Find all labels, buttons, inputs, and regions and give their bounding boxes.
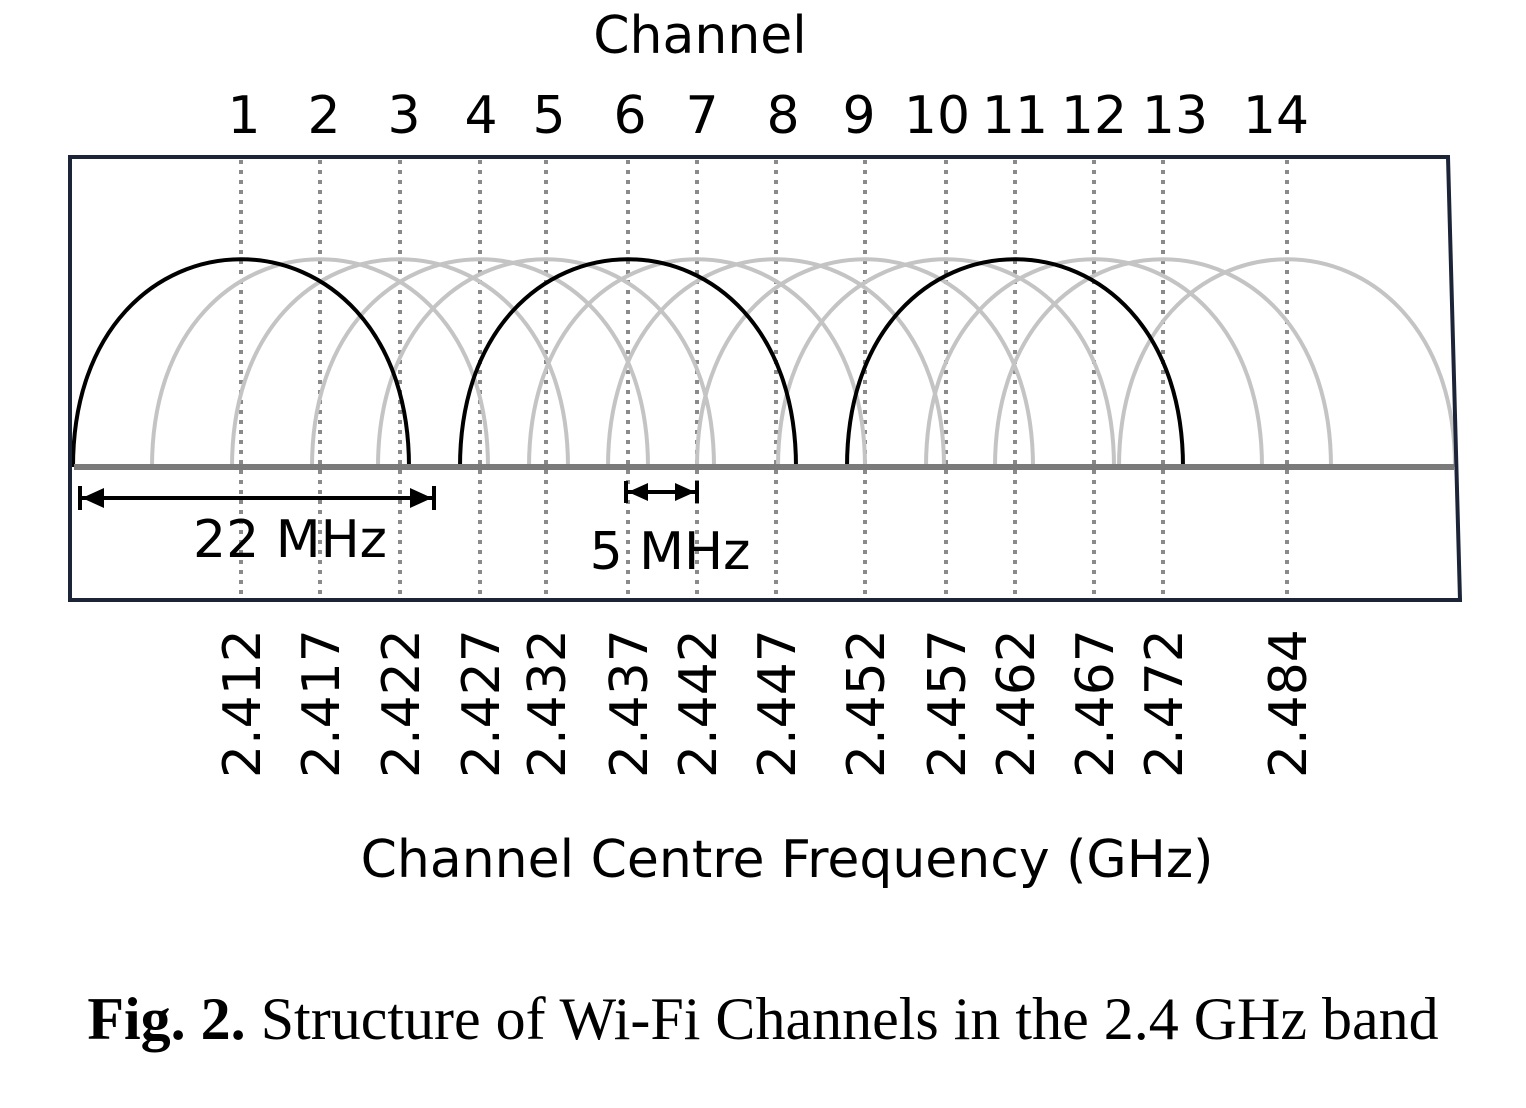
bandwidth-dimension: 22 MHz [78, 486, 436, 570]
frequency-label-5: 2.432 [518, 629, 578, 778]
channel-label-8: 8 [766, 86, 799, 146]
channel-curve-6 [458, 257, 798, 468]
channel-number-labels: 1 2 3 4 5 6 7 8 9 10 11 12 13 14 [227, 86, 1309, 146]
spacing-dimension: 5 MHz [590, 481, 751, 582]
centre-frequency-labels: 2.412 2.417 2.422 2.427 2.432 2.437 2.442 2.447… [213, 629, 1319, 778]
channel-curve-8 [606, 257, 946, 468]
bandwidth-label: 22 MHz [193, 510, 387, 570]
frequency-label-13: 2.472 [1135, 629, 1195, 778]
channel-curve-13 [993, 257, 1333, 468]
channel-label-13: 13 [1142, 86, 1208, 146]
channel-label-1: 1 [227, 86, 260, 146]
channel-label-14: 14 [1243, 86, 1309, 146]
frequency-label-3: 2.422 [372, 629, 432, 778]
channel-curve-7 [527, 257, 867, 468]
overlapping-channel-curves [150, 257, 1457, 468]
channel-curve-10 [776, 257, 1116, 468]
channel-label-6: 6 [613, 86, 646, 146]
channel-axis-title: Channel [593, 6, 806, 66]
frequency-label-7: 2.442 [669, 629, 729, 778]
channel-label-12: 12 [1061, 86, 1127, 146]
channel-curve-11 [845, 257, 1185, 468]
frequency-label-1: 2.412 [213, 629, 273, 778]
caption-label: Fig. 2. [87, 986, 246, 1052]
channel-label-3: 3 [387, 86, 420, 146]
frequency-label-12: 2.467 [1066, 629, 1126, 778]
non-overlapping-channel-curves [71, 257, 1185, 468]
channel-label-10: 10 [904, 86, 970, 146]
frequency-label-2: 2.417 [292, 629, 352, 778]
channel-label-4: 4 [464, 86, 497, 146]
figure-caption: Fig. 2. Structure of Wi-Fi Channels in t… [0, 985, 1526, 1054]
frequency-label-4: 2.427 [452, 629, 512, 778]
channel-label-2: 2 [307, 86, 340, 146]
frequency-label-10: 2.457 [918, 629, 978, 778]
channel-curve-14 [1117, 257, 1457, 468]
frequency-label-9: 2.452 [837, 629, 897, 778]
channel-curve-5 [376, 257, 716, 468]
caption-text: Structure of Wi-Fi Channels in the 2.4 G… [260, 986, 1439, 1052]
frequency-label-8: 2.447 [748, 629, 808, 778]
channel-label-5: 5 [532, 86, 565, 146]
frequency-label-11: 2.462 [987, 629, 1047, 778]
channel-label-7: 7 [685, 86, 718, 146]
channel-label-11: 11 [982, 86, 1048, 146]
frequency-axis-title: Channel Centre Frequency (GHz) [361, 830, 1214, 890]
frequency-label-6: 2.437 [600, 629, 660, 778]
spacing-label: 5 MHz [590, 522, 751, 582]
channel-curve-2 [150, 257, 490, 468]
channel-curve-12 [924, 257, 1264, 468]
channel-center-lines [239, 160, 1289, 598]
channel-curve-1 [71, 257, 411, 468]
frequency-label-14: 2.484 [1259, 629, 1319, 778]
channel-label-9: 9 [842, 86, 875, 146]
diagram-frame [68, 155, 1463, 602]
